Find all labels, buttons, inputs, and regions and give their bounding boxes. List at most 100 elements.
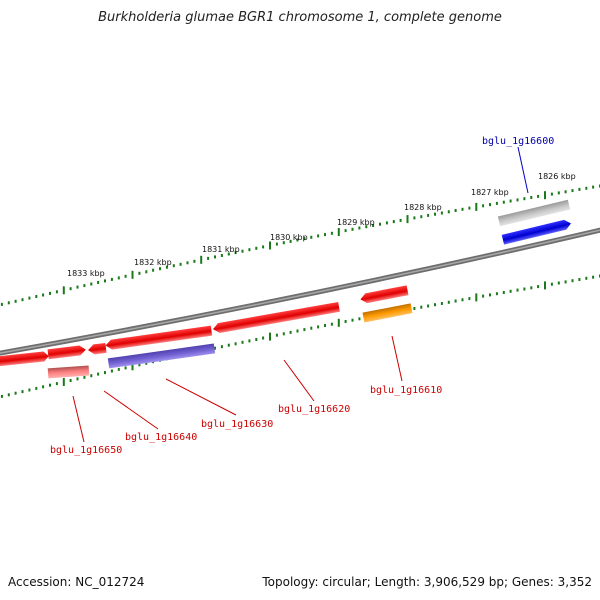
minor-tick [530,196,533,199]
minor-tick [83,375,86,379]
minor-tick [330,322,333,326]
minor-tick [172,264,175,268]
minor-tick [468,297,471,301]
gene-label-bglu-1g16610[interactable]: bglu_1g16610 [370,385,442,396]
gene-label-bglu-1g16620[interactable]: bglu_1g16620 [278,404,350,415]
minor-tick [214,346,216,350]
minor-tick [255,246,258,250]
major-tick [131,362,134,371]
minor-tick [42,385,45,389]
minor-tick [564,280,567,284]
minor-tick [502,200,505,204]
minor-tick [14,391,17,395]
minor-tick [117,367,120,371]
minor-tick [420,215,423,219]
gene-arrow-bglu-1g16610[interactable] [359,285,409,304]
minor-tick [557,281,560,285]
minor-tick [262,245,265,249]
major-tick [200,255,203,264]
minor-tick [97,281,100,284]
gene-labels: bglu_1g16600 bglu_1g16610 bglu_1g16620 b… [50,136,554,456]
minor-tick [7,393,10,397]
minor-tick [454,209,457,212]
gene-arrow-bglu-1g16650[interactable] [47,345,87,360]
minor-tick [317,234,320,238]
minor-tick [186,261,189,265]
minor-tick [220,345,223,349]
minor-tick [365,225,368,229]
minor-tick [97,372,100,376]
major-tick [269,332,271,341]
minor-tick [468,206,471,210]
minor-tick [461,207,464,211]
gene-arrow-bglu-1g16620[interactable] [212,301,340,334]
minor-tick [104,279,106,283]
minor-tick [28,296,31,300]
minor-tick [310,235,313,239]
minor-tick [69,379,72,382]
minor-tick [55,382,58,386]
accession-text: Accession: NC_012724 [8,575,145,589]
gene-arrow-bglu-1g16640[interactable] [87,342,107,355]
minor-tick [110,369,113,373]
kbp-label: 1830 kbp [270,233,308,242]
minor-tick [537,285,540,289]
minor-tick [516,198,519,202]
kbp-label: 1827 kbp [471,188,509,197]
gene-label-bglu-1g16650[interactable]: bglu_1g16650 [50,445,122,456]
minor-tick [42,293,45,297]
minor-tick [413,307,416,310]
minor-tick [489,203,491,207]
minor-tick [344,320,347,323]
minor-tick [227,252,230,256]
minor-tick [324,324,326,327]
minor-tick [275,242,278,246]
minor-tick [489,293,491,297]
gene-label-bglu-1g16630[interactable]: bglu_1g16630 [201,419,273,430]
minor-tick [110,277,113,281]
gene-label-bglu-1g16600[interactable]: bglu_1g16600 [482,136,554,147]
major-tick [544,281,546,290]
minor-tick [138,271,141,275]
minor-tick [35,386,38,390]
minor-tick [557,191,560,195]
minor-tick [179,262,182,266]
minor-tick [420,305,423,309]
minor-tick [76,285,79,289]
minor-tick [0,394,3,398]
minor-tick [159,267,161,271]
minor-tick [330,231,333,235]
minor-tick [55,290,58,294]
minor-tick [523,197,526,201]
kbp-label: 1832 kbp [134,258,172,267]
minor-tick [234,251,237,255]
minor-tick [454,299,457,303]
minor-tick [49,383,51,387]
gene-label-bglu-1g16640[interactable]: bglu_1g16640 [125,432,197,443]
minor-tick [207,256,210,260]
minor-tick [152,268,155,272]
major-tick [475,202,478,211]
gene-arrow-bglu-1g16600[interactable] [501,219,572,245]
minor-tick [275,333,278,337]
minor-tick [296,329,299,333]
minor-tick [399,218,402,222]
minor-tick [550,192,553,196]
minor-tick [145,270,148,274]
minor-tick [379,222,381,226]
minor-tick [447,210,450,214]
minor-tick [117,276,120,280]
minor-tick [434,303,436,307]
minor-tick [495,292,498,296]
minor-tick [495,201,498,205]
gene-arrow-left-edge[interactable] [0,351,49,368]
minor-tick [241,340,244,344]
minor-tick [124,274,127,278]
minor-tick [138,363,141,367]
cds-block-bglu-1g16630 [107,343,216,369]
minor-tick [571,189,574,193]
minor-tick [564,190,567,194]
minor-tick [289,239,292,243]
gene-arrow-bglu-1g16630[interactable] [105,325,213,351]
